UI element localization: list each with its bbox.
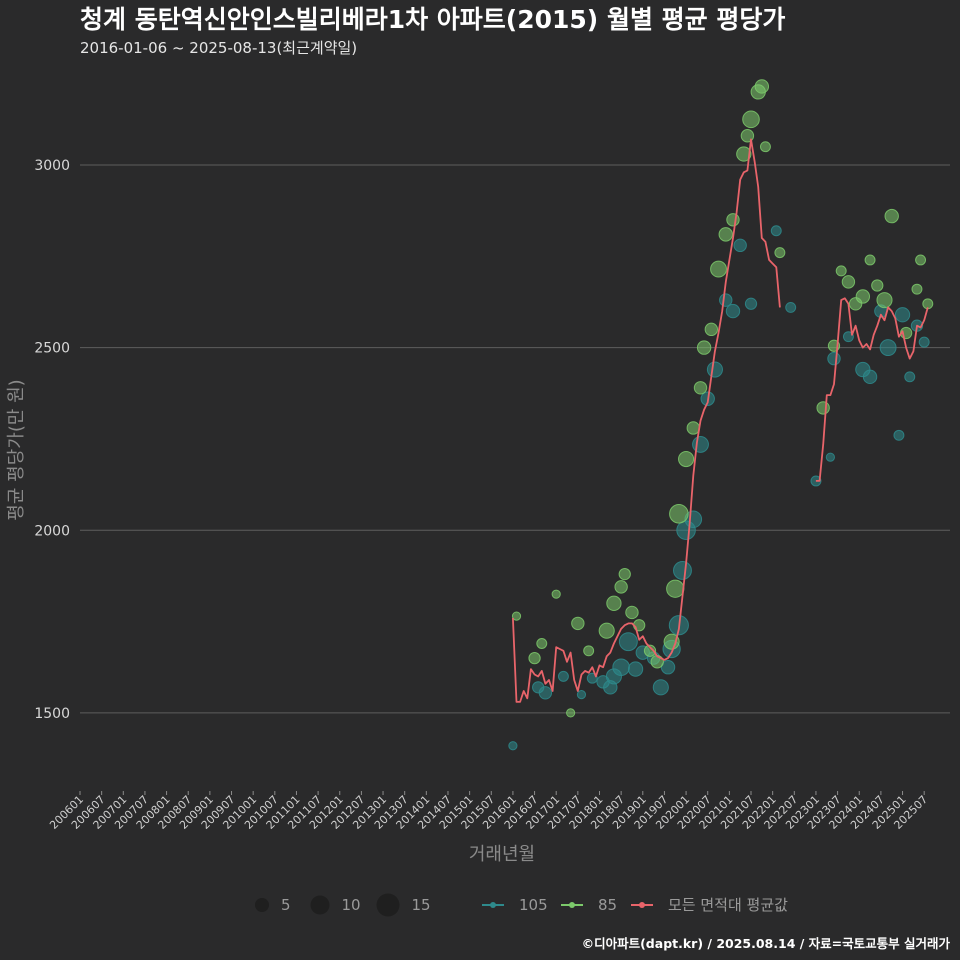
point-85-22	[704, 322, 719, 337]
point-85-10	[618, 567, 631, 581]
gridlines	[80, 164, 950, 714]
point-85-4	[566, 708, 576, 718]
point-105-4	[576, 690, 587, 700]
legend-size-label-15: 15	[412, 896, 431, 914]
point-105-18	[673, 560, 692, 580]
point-85-32	[774, 247, 786, 259]
point-105-31	[825, 452, 835, 462]
point-105-32	[827, 351, 841, 366]
point-105-25	[725, 303, 741, 319]
legend-key-label-0: 105	[519, 896, 548, 914]
y-axis-title: 평균 평당가(만 원)	[6, 379, 27, 520]
point-85-35	[835, 265, 847, 277]
point-85-25	[726, 213, 740, 227]
chart-subtitle: 2016-01-06 ~ 2025-08-13(최근계약일)	[80, 39, 357, 57]
point-85-26	[736, 146, 752, 162]
legend: 5 10 15 105 85 모든 면적대 평균값	[255, 893, 788, 917]
legend-size-marker-10	[310, 895, 330, 915]
point-85-2	[536, 638, 548, 649]
point-105-23	[706, 361, 723, 378]
point-105-42	[918, 336, 930, 348]
point-105-10	[618, 632, 638, 652]
point-85-7	[598, 622, 615, 639]
y-tick-label-3000: 3000	[34, 158, 70, 174]
point-105-2	[538, 686, 553, 700]
point-85-36	[841, 275, 856, 289]
point-105-28	[770, 225, 782, 237]
point-105-29	[785, 301, 797, 313]
point-85-42	[884, 208, 899, 224]
legend-key-label-1: 85	[598, 896, 617, 914]
point-85-45	[915, 254, 927, 266]
point-105-26	[733, 238, 747, 253]
legend-size-marker-15	[376, 893, 400, 917]
point-85-30	[754, 79, 770, 94]
y-axis-ticks: 1500 2000 2500 3000	[34, 158, 70, 722]
point-85-33	[816, 401, 830, 415]
point-85-3	[551, 589, 561, 599]
point-85-11	[625, 605, 639, 620]
point-85-16	[666, 579, 685, 598]
point-85-17	[669, 504, 689, 524]
source-footer: ©디아파트(dapt.kr) / 2025.08.14 / 자료=국토교통부 실…	[582, 936, 951, 951]
point-85-21	[696, 340, 712, 355]
point-85-9	[614, 580, 628, 594]
scatter-points	[508, 79, 934, 751]
point-85-8	[606, 595, 622, 611]
legend-key-dot-2	[639, 902, 645, 908]
point-85-18	[678, 450, 695, 468]
point-105-9	[612, 658, 630, 677]
legend-size-marker-5	[255, 898, 269, 912]
legend-key-dot-0	[490, 902, 496, 908]
point-105-35	[862, 369, 878, 385]
average-line	[512, 138, 929, 703]
point-85-13	[643, 644, 657, 657]
y-tick-label-1500: 1500	[34, 706, 70, 722]
point-105-40	[904, 371, 916, 383]
point-105-15	[660, 660, 676, 675]
point-85-1	[528, 651, 541, 665]
x-axis-ticks: 2006012006072007012007072008012008072009…	[47, 791, 930, 832]
point-85-44	[911, 283, 923, 295]
legend-size-label-10: 10	[342, 896, 361, 914]
point-85-0	[511, 611, 522, 621]
y-tick-label-2500: 2500	[34, 341, 70, 357]
point-85-38	[855, 289, 871, 304]
point-85-31	[759, 141, 771, 153]
point-85-5	[571, 616, 585, 631]
point-105-39	[894, 307, 911, 323]
point-85-39	[864, 254, 876, 266]
legend-size-label-5: 5	[281, 896, 291, 914]
point-105-38	[893, 429, 905, 441]
point-85-41	[876, 292, 893, 309]
point-85-23	[710, 260, 727, 278]
point-85-6	[583, 645, 595, 657]
point-105-33	[842, 331, 854, 343]
chart-title: 청계 동탄역신안인스빌리베라1차 아파트(2015) 월별 평균 평당가	[80, 5, 785, 34]
point-105-37	[879, 339, 897, 357]
point-85-28	[742, 110, 760, 129]
legend-key-dot-1	[569, 902, 575, 908]
point-85-20	[693, 381, 708, 395]
point-85-14	[650, 655, 664, 669]
point-85-40	[871, 279, 884, 292]
point-105-21	[692, 435, 709, 453]
point-105-0	[508, 741, 518, 751]
point-105-3	[557, 670, 569, 682]
y-tick-label-2000: 2000	[34, 523, 70, 539]
point-105-11	[627, 661, 644, 677]
avg-line-segment-1	[815, 297, 929, 482]
legend-key-label-2: 모든 면적대 평균값	[668, 896, 788, 914]
point-85-24	[718, 227, 733, 242]
point-85-46	[922, 298, 934, 310]
point-105-14	[652, 679, 669, 696]
point-105-24	[719, 293, 733, 307]
x-axis-title: 거래년월	[469, 844, 535, 865]
point-85-12	[633, 619, 646, 632]
avg-line-segment-0	[512, 138, 781, 703]
point-105-27	[744, 297, 758, 310]
point-85-19	[686, 421, 700, 435]
